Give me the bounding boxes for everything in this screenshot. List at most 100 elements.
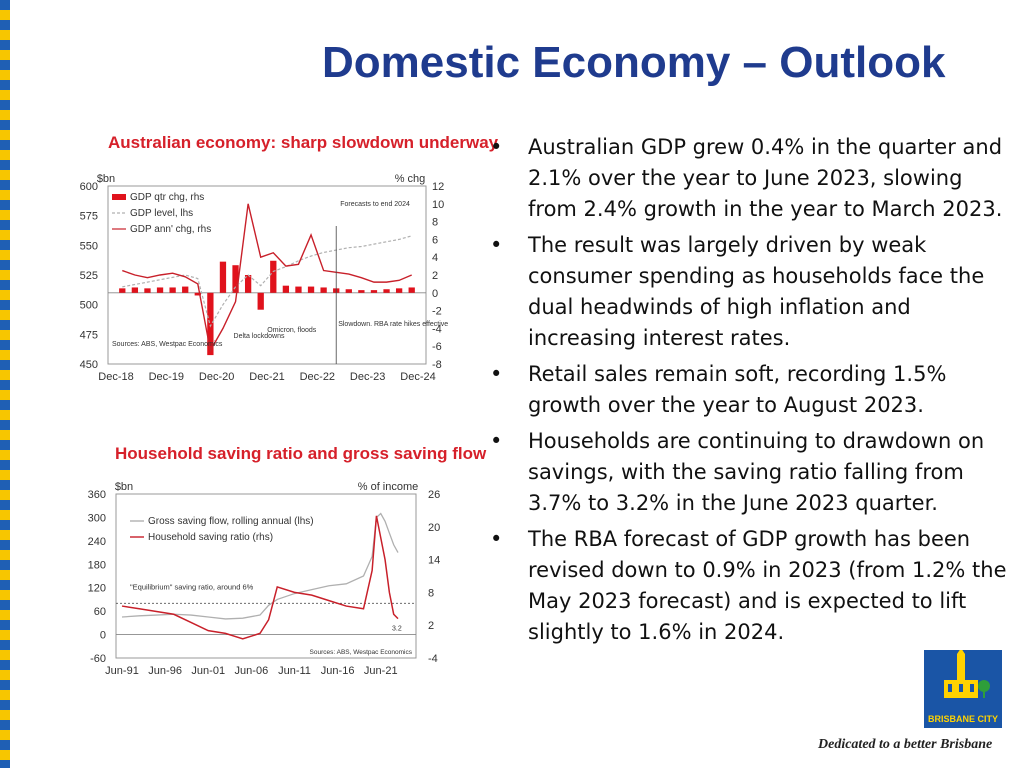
bullet-text: The result was largely driven by weak co… (528, 233, 985, 350)
chart1-ytick-right: 8 (432, 217, 438, 229)
slide-title: Domestic Economy – Outlook (322, 38, 946, 87)
chart2-annotation-sources: Sources: ABS, Westpac Economics (310, 649, 413, 656)
chart1-bar-qtr-chg (156, 287, 164, 293)
bullet-dot: • (490, 362, 503, 386)
chart1-bar-qtr-chg (219, 261, 227, 293)
chart2-ytick-left: -60 (90, 653, 106, 665)
chart1-ytick-right: 12 (432, 181, 444, 193)
chart1-ytick-right: 6 (432, 234, 438, 246)
chart1-bar-qtr-chg (244, 275, 252, 293)
chart1-legend-label: GDP qtr chg, rhs (130, 192, 204, 203)
bullet-dot: • (490, 429, 503, 453)
chart2-ytick-right: 26 (428, 489, 440, 501)
chart1-bar-qtr-chg (295, 286, 302, 293)
chart2-ytick-right: 14 (428, 555, 440, 567)
chart1-line-ann-chg (122, 203, 412, 353)
chart1-bar-qtr-chg (282, 285, 290, 293)
chart2-xtick: Jun-96 (148, 665, 182, 677)
chart2-xtick: Jun-91 (105, 665, 139, 677)
chart1-left-unit: $bn (97, 173, 115, 185)
chart2-annotation-equilibrium: "Equilibrium" saving ratio, around 6% (130, 582, 254, 591)
chart1-legend-label: GDP ann' chg, rhs (130, 224, 211, 235)
chart2-title: Household saving ratio and gross saving … (115, 444, 487, 463)
chart2-xtick: Jun-11 (278, 665, 311, 677)
chart1-bar-qtr-chg (370, 290, 378, 293)
chart2-line-gross-saving (121, 512, 399, 620)
chart1-bar-qtr-chg (182, 286, 189, 293)
bullet-dot: • (490, 527, 503, 551)
chart1-xtick: Dec-21 (249, 371, 284, 383)
chart2-annotation-latest: 3.2 (392, 626, 402, 633)
chart2-ytick-right: 20 (428, 522, 440, 534)
bullet-text: Australian GDP grew 0.4% in the quarter … (528, 135, 1003, 221)
chart1-xtick: Dec-23 (350, 371, 385, 383)
chart1-annotation-delta: Delta lockdowns (234, 333, 285, 340)
decorative-side-stripe (0, 0, 10, 768)
chart1-xtick: Dec-18 (98, 371, 133, 383)
chart1-annotation-sources: Sources: ABS, Westpac Economics (112, 341, 223, 348)
chart2-ytick-left: 180 (88, 559, 106, 571)
chart2-ytick-right: 8 (428, 587, 434, 599)
chart1-xtick: Dec-24 (400, 371, 435, 383)
chart1-gdp-chart: $bn % chg 600 575 550 525 500 475 450 12 10 8 6 4 2 0 -2… (80, 173, 449, 383)
chart1-ytick-left: 525 (80, 270, 98, 282)
chart1-ytick-right: -8 (432, 359, 442, 371)
chart2-frame (115, 493, 417, 659)
chart2-legend-label: Gross saving flow, rolling annual (lhs) (148, 516, 314, 527)
city-hall-icon (944, 648, 990, 698)
chart1-bar-qtr-chg (131, 287, 139, 293)
chart1-legend-label: GDP level, lhs (130, 208, 193, 219)
chart2-ytick-left: 240 (88, 536, 106, 548)
chart1-bar-qtr-chg (144, 288, 151, 293)
chart1-bar-qtr-chg (320, 287, 327, 293)
chart1-bar-qtr-chg (232, 265, 239, 293)
chart1-bar-qtr-chg (169, 287, 176, 293)
chart1-ytick-left: 450 (80, 359, 98, 371)
chart1-ytick-right: -6 (432, 341, 442, 353)
chart2-legend-label: Household saving ratio (rhs) (148, 532, 273, 543)
chart1-bar-qtr-chg (270, 260, 277, 293)
chart1-bar-qtr-chg (383, 289, 390, 293)
chart2-ytick-right: 2 (428, 620, 434, 632)
chart1-bar-qtr-chg (345, 289, 352, 293)
chart1-bar-qtr-chg (408, 287, 415, 293)
chart1-ytick-left: 550 (80, 240, 98, 252)
chart2-left-unit: $bn (115, 481, 133, 493)
chart1-bar-qtr-chg (358, 290, 365, 293)
chart1-right-unit: % chg (395, 173, 426, 185)
chart1-ytick-right: -4 (432, 323, 442, 335)
chart1-ytick-left: 475 (80, 329, 98, 341)
chart2-xtick: Jun-01 (191, 665, 225, 677)
chart2-ytick-right: -4 (428, 653, 438, 665)
chart1-bar-qtr-chg (257, 292, 264, 310)
bullet-dot: • (490, 135, 503, 159)
chart1-annotation-forecast: Forecasts to end 2024 (340, 201, 410, 208)
chart1-bar-qtr-chg (307, 286, 315, 293)
chart1-xtick: Dec-19 (149, 371, 184, 383)
chart1-ytick-right: 2 (432, 270, 438, 282)
chart2-xtick: Jun-21 (364, 665, 398, 677)
chart2-right-unit: % of income (358, 481, 419, 493)
chart2-ytick-left: 60 (94, 606, 106, 618)
chart2-xtick: Jun-06 (235, 665, 269, 677)
chart2-line-saving-ratio (121, 515, 399, 640)
chart1-annotation-omicron: Omicron, floods (267, 327, 317, 334)
chart1-bar-qtr-chg (395, 288, 403, 293)
chart2-xtick: Jun-16 (321, 665, 355, 677)
chart2-ytick-left: 360 (88, 489, 106, 501)
bullet-item: • Retail sales remain soft, recording 1.5… (490, 359, 1010, 421)
bullet-text: The RBA forecast of GDP growth has been … (528, 527, 1007, 644)
brisbane-city-logo: BRISBANE CITY (924, 648, 1002, 728)
bullet-dot: • (490, 233, 503, 257)
chart1-ytick-right: -2 (432, 306, 442, 318)
bullet-item: • The result was largely driven by weak c… (490, 230, 1010, 354)
chart2-ytick-left: 300 (88, 512, 106, 524)
chart1-ytick-left: 600 (80, 181, 98, 193)
bullet-text: Households are continuing to drawdown on… (528, 429, 985, 515)
chart2-saving-chart: $bn % of income 360 300 240 180 120 60 0 -60 26 20 1… (88, 481, 441, 677)
chart1-xtick: Dec-20 (199, 371, 234, 383)
chart1-bar-qtr-chg (207, 292, 214, 356)
chart2-ytick-left: 120 (88, 583, 106, 595)
chart1-ytick-right: 10 (432, 199, 444, 211)
tagline: Dedicated to a better Brisbane (818, 737, 993, 752)
